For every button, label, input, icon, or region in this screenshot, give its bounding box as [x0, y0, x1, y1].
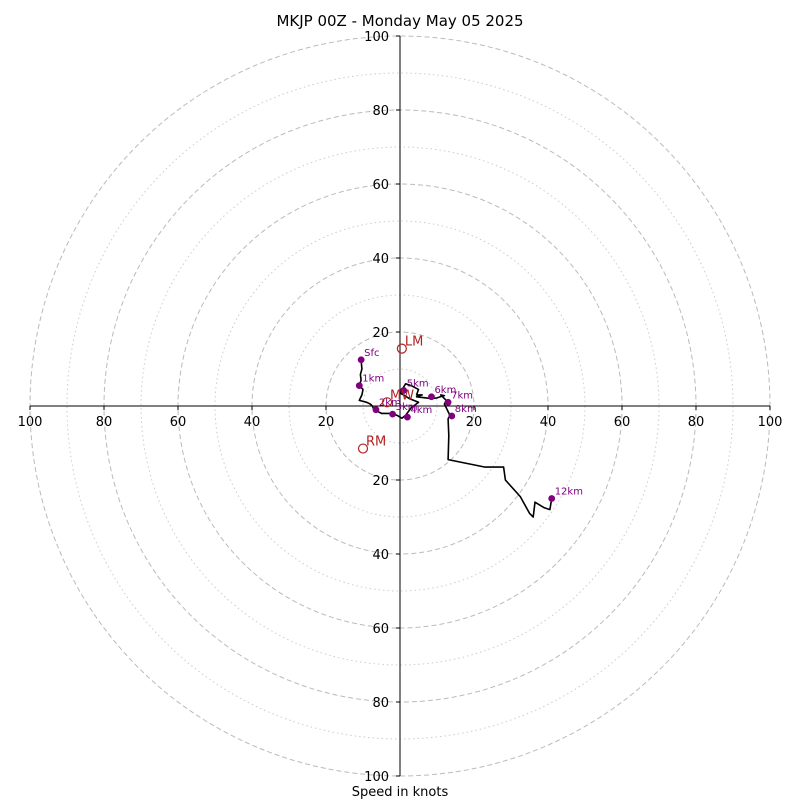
y-tick-label: 40 — [372, 252, 389, 267]
height-marker-4km — [404, 413, 411, 421]
height-marker-6km — [428, 393, 435, 401]
tick-labels: 100 80 60 40 20 20 40 60 80 100 100 80 60 40 20 20 40 60 8… — [18, 30, 783, 785]
height-label-1km: 1km — [362, 374, 384, 385]
x-tick-label: 60 — [614, 415, 631, 430]
y-tick-label: 60 — [372, 178, 389, 193]
wind-trace-line — [358, 359, 553, 518]
x-tick-label: 100 — [18, 415, 43, 430]
storm-motion-marker-lm — [396, 343, 407, 354]
x-tick-label: 80 — [96, 415, 113, 430]
storm-motion-marker-rm — [357, 443, 369, 454]
y-tick-label: 100 — [364, 770, 389, 785]
storm-motion-label-mw: MW — [390, 388, 414, 403]
y-tick-label: 80 — [372, 696, 389, 711]
height-marker-2km — [372, 406, 380, 414]
height-label-sfc: Sfc — [364, 348, 379, 359]
height-marker-12km — [548, 495, 556, 502]
y-tick-label: 60 — [372, 622, 389, 637]
height-marker-1km — [355, 382, 363, 390]
height-marker-3km — [389, 410, 396, 418]
storm-motion-markers: LM MW RM — [357, 335, 423, 454]
x-tick-label: 100 — [758, 415, 783, 430]
height-marker-8km — [448, 412, 456, 420]
height-marker-7km — [444, 398, 452, 406]
storm-motion-label-lm: LM — [405, 335, 423, 350]
height-marker-sfc — [357, 356, 365, 364]
x-tick-label: 80 — [688, 415, 705, 430]
x-tick-label: 20 — [318, 415, 335, 430]
y-tick-label: 80 — [372, 104, 389, 119]
x-axis-label: Speed in knots — [352, 785, 449, 800]
y-tick-label: 100 — [364, 30, 389, 45]
x-tick-label: 60 — [170, 415, 187, 430]
y-tick-label: 40 — [372, 548, 389, 563]
storm-motion-label-rm: RM — [366, 435, 386, 450]
x-tick-label: 40 — [540, 415, 557, 430]
x-tick-label: 40 — [244, 415, 261, 430]
hodograph-trace — [358, 359, 553, 518]
axes — [30, 36, 770, 776]
x-tick-label: 20 — [466, 415, 483, 430]
height-marker-5km — [400, 387, 408, 394]
height-label-12km: 12km — [555, 487, 583, 498]
height-label-5km: 5km — [407, 378, 429, 389]
height-label-7km: 7km — [451, 390, 473, 401]
height-label-6km: 6km — [434, 385, 456, 396]
height-label-3km: 3km — [396, 402, 418, 413]
storm-motion-marker-mw — [381, 397, 393, 408]
height-label-8km: 8km — [455, 404, 477, 415]
y-tick-label: 20 — [372, 474, 389, 489]
height-label-4km: 4km — [410, 405, 432, 416]
chart-title: MKJP 00Z - Monday May 05 2025 — [276, 12, 523, 30]
y-tick-label: 20 — [372, 326, 389, 341]
height-label-2km: 2km — [379, 398, 401, 409]
